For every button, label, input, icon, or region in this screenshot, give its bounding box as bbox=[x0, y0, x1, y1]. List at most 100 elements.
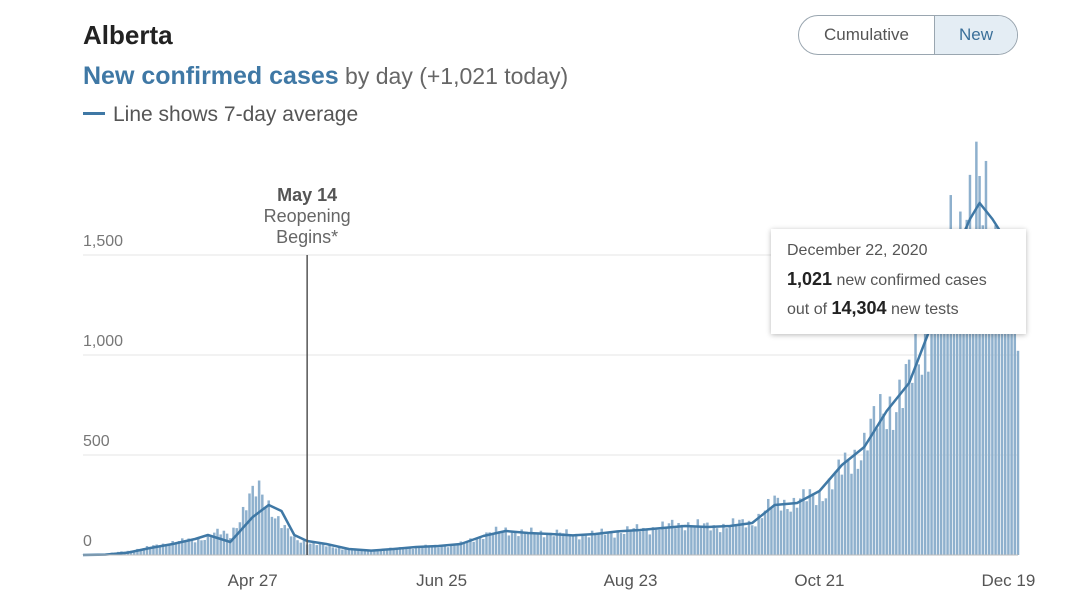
daily-bar bbox=[981, 225, 985, 555]
legend-note: Line shows 7-day average bbox=[83, 103, 358, 127]
daily-bar bbox=[264, 507, 267, 555]
daily-bar bbox=[216, 528, 219, 555]
daily-bar bbox=[635, 524, 639, 555]
daily-bar bbox=[738, 519, 741, 555]
daily-bar bbox=[766, 498, 770, 555]
daily-bar bbox=[347, 548, 351, 555]
daily-bar bbox=[645, 528, 648, 555]
daily-bar bbox=[783, 499, 786, 555]
daily-bar bbox=[155, 544, 158, 555]
daily-bar bbox=[616, 531, 619, 555]
daily-bar bbox=[366, 550, 370, 555]
daily-bar bbox=[779, 510, 783, 555]
daily-bar bbox=[792, 497, 796, 555]
daily-bar bbox=[574, 533, 578, 555]
daily-bar bbox=[446, 547, 450, 555]
y-tick-label: 1,500 bbox=[83, 233, 123, 250]
daily-bar bbox=[302, 540, 306, 555]
daily-bar bbox=[904, 364, 908, 555]
daily-bar bbox=[520, 529, 523, 555]
daily-bar bbox=[494, 526, 498, 555]
daily-bar bbox=[213, 532, 216, 555]
tooltip-tests-row: out of 14,304 new tests bbox=[787, 298, 1010, 319]
tooltip-cases-text: new confirmed cases bbox=[832, 272, 987, 289]
daily-bar bbox=[424, 544, 427, 555]
daily-bar bbox=[590, 530, 594, 555]
daily-bar bbox=[373, 550, 376, 555]
daily-bar bbox=[456, 544, 459, 555]
new-button[interactable]: New bbox=[934, 16, 1017, 54]
daily-bar bbox=[619, 533, 623, 555]
daily-bar bbox=[251, 485, 254, 555]
daily-bar bbox=[158, 546, 162, 555]
daily-bar bbox=[789, 511, 792, 555]
daily-bar bbox=[638, 531, 642, 555]
daily-bar bbox=[834, 471, 837, 555]
daily-bar bbox=[927, 371, 930, 555]
daily-bar bbox=[440, 546, 443, 555]
daily-bar bbox=[706, 522, 709, 555]
annotation-date: May 14 bbox=[277, 185, 337, 205]
daily-bar bbox=[542, 537, 546, 555]
daily-bar bbox=[802, 489, 805, 555]
daily-bar bbox=[232, 527, 235, 555]
daily-bar bbox=[200, 540, 203, 555]
daily-bar bbox=[952, 261, 956, 555]
daily-bar bbox=[603, 534, 607, 555]
daily-bar bbox=[587, 537, 591, 555]
x-tick-label: Aug 23 bbox=[604, 571, 658, 590]
daily-bar bbox=[546, 532, 549, 555]
daily-bar bbox=[879, 394, 882, 555]
daily-bar bbox=[594, 533, 597, 555]
daily-bar bbox=[581, 534, 584, 555]
daily-bar bbox=[549, 532, 552, 555]
view-toggle: Cumulative New bbox=[798, 15, 1018, 55]
daily-bar bbox=[357, 549, 360, 555]
daily-bar bbox=[469, 538, 472, 555]
daily-bar bbox=[606, 532, 610, 555]
daily-bar bbox=[968, 174, 972, 555]
daily-bar bbox=[568, 535, 571, 555]
daily-bar bbox=[267, 500, 270, 555]
daily-bar bbox=[389, 547, 392, 555]
daily-bar bbox=[504, 527, 507, 555]
y-tick-label: 500 bbox=[83, 433, 110, 450]
daily-bar bbox=[462, 542, 466, 555]
daily-bar bbox=[632, 528, 635, 555]
daily-bar bbox=[959, 211, 962, 556]
daily-bar bbox=[693, 526, 696, 555]
x-tick-label: Dec 19 bbox=[981, 571, 1035, 590]
daily-bar bbox=[1000, 251, 1004, 555]
daily-bar bbox=[139, 549, 142, 555]
daily-bar bbox=[245, 510, 248, 555]
tooltip-date: December 22, 2020 bbox=[787, 242, 928, 259]
daily-bar bbox=[584, 535, 587, 555]
daily-bar bbox=[949, 195, 953, 555]
daily-bar bbox=[847, 460, 850, 555]
daily-bar bbox=[485, 532, 488, 555]
daily-bar bbox=[815, 505, 818, 555]
daily-bar bbox=[818, 491, 821, 555]
daily-bar bbox=[750, 525, 754, 555]
daily-bar bbox=[917, 364, 920, 555]
daily-bar bbox=[811, 493, 815, 555]
avg-line bbox=[82, 201, 1007, 557]
daily-bar bbox=[401, 548, 405, 555]
daily-bar bbox=[350, 549, 354, 555]
daily-bar bbox=[734, 524, 738, 555]
daily-bar bbox=[449, 544, 453, 555]
cumulative-button[interactable]: Cumulative bbox=[823, 25, 910, 44]
daily-bar bbox=[385, 549, 389, 555]
daily-bar bbox=[853, 449, 856, 555]
daily-bar bbox=[718, 532, 722, 555]
daily-bar bbox=[498, 531, 501, 555]
daily-bar bbox=[898, 379, 901, 555]
chart-tooltip: December 22, 2020 1,021 new confirmed ca… bbox=[771, 229, 1026, 334]
daily-bar bbox=[206, 534, 210, 555]
daily-bar bbox=[433, 544, 437, 555]
daily-bar bbox=[491, 533, 495, 555]
daily-bar bbox=[417, 546, 421, 555]
daily-bar bbox=[443, 545, 447, 555]
daily-bar bbox=[193, 542, 197, 555]
